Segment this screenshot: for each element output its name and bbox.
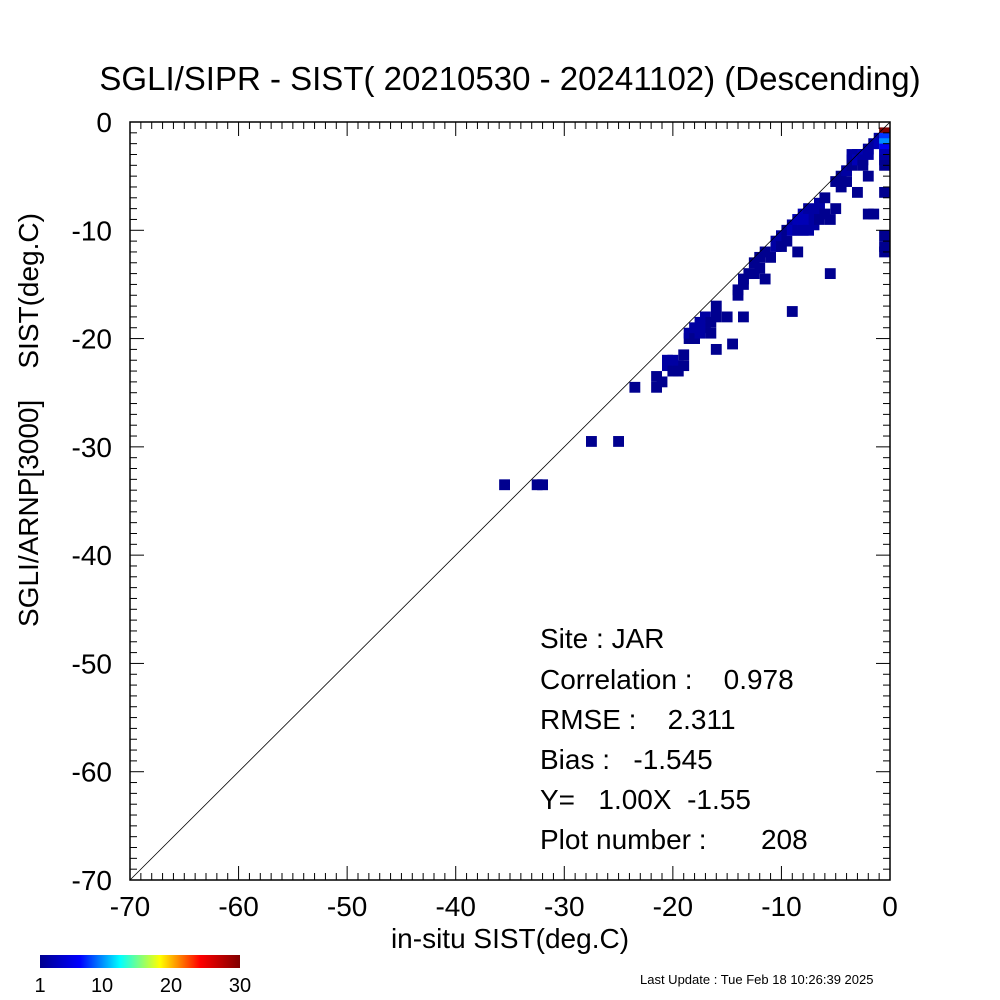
- density-cell: [754, 262, 766, 274]
- x-tick-labels: -70 -60 -50 -40 -30 -20 -10 0: [110, 891, 898, 922]
- x-tick-label: -10: [761, 891, 801, 922]
- density-cell: [819, 192, 831, 204]
- density-cell: [835, 181, 847, 193]
- colorbar-tick-label: 1: [34, 975, 45, 997]
- density-cell: [537, 479, 548, 491]
- x-tick-label: -50: [327, 891, 367, 922]
- density-cell: [683, 327, 695, 339]
- stat-rmse: RMSE : 2.311: [540, 704, 736, 735]
- density-cell: [830, 203, 842, 215]
- colorbar-gradient: [40, 955, 240, 968]
- density-cell: [759, 246, 771, 258]
- x-tick-label: 0: [882, 891, 898, 922]
- y-axis-label: SGLI/ARNP[3000] SIST(deg.C): [13, 213, 44, 627]
- density-cell: [792, 224, 804, 236]
- density-cell: [819, 208, 831, 220]
- y-tick-label: -10: [72, 215, 112, 246]
- y-tick-label: -30: [72, 432, 112, 463]
- density-cell: [835, 170, 847, 182]
- x-tick-label: -40: [435, 891, 475, 922]
- density-cell: [748, 257, 760, 269]
- stat-bias: Bias : -1.545: [540, 744, 713, 775]
- x-tick-label: -60: [218, 891, 258, 922]
- density-cell: [814, 214, 825, 225]
- colorbar-tick-labels: 1 10 20 30: [34, 975, 251, 997]
- colorbar-tick-label: 30: [229, 975, 251, 997]
- y-tick-label: -40: [72, 540, 112, 571]
- density-cell: [710, 311, 722, 323]
- density-cell: [792, 214, 804, 225]
- density-cell: [868, 138, 880, 150]
- x-tick-label: -20: [653, 891, 693, 922]
- density-cell: [868, 208, 880, 220]
- density-cell: [678, 360, 690, 372]
- x-axis-label: in-situ SIST(deg.C): [391, 923, 629, 954]
- density-cell: [765, 251, 776, 263]
- axis-ticks: [129, 121, 891, 881]
- y-tick-labels: -70 -60 -50 -40 -30 -20 -10 0: [72, 107, 112, 896]
- density-cell: [786, 224, 798, 236]
- density-cell: [710, 343, 722, 355]
- density-cell: [705, 327, 717, 339]
- density-cell: [857, 159, 869, 171]
- density-cell: [841, 165, 852, 177]
- density-cell: [656, 376, 668, 388]
- density-cell: [879, 186, 890, 198]
- density-cell: [727, 338, 738, 350]
- density-cell: [629, 381, 641, 393]
- stats-box: Site : JAR Correlation : 0.978 RMSE : 2.…: [540, 623, 808, 855]
- density-cell: [862, 208, 874, 220]
- x-tick-label: -70: [110, 891, 150, 922]
- colorbar-tick-label: 20: [160, 975, 182, 997]
- density-cell: [748, 268, 760, 280]
- colorbar-tick-label: 10: [91, 975, 113, 997]
- colorbar: 1 10 20 30: [34, 955, 251, 997]
- density-cell: [531, 479, 543, 491]
- y-tick-label: -70: [72, 865, 112, 896]
- density-cell: [797, 208, 809, 220]
- density-cell: [841, 176, 852, 187]
- density-cell: [721, 311, 733, 323]
- one-to-one-line: [129, 121, 891, 881]
- density-cell: [754, 251, 766, 263]
- density-cell: [879, 230, 890, 242]
- stat-site: Site : JAR: [540, 623, 664, 654]
- density-cell: [586, 436, 597, 447]
- density-cell: [824, 268, 836, 280]
- last-update-text: Last Update : Tue Feb 18 10:26:39 2025: [640, 972, 873, 987]
- y-tick-label: 0: [96, 107, 112, 138]
- density-cell: [862, 149, 874, 160]
- chart-title: SGLI/SIPR - SIST( 20210530 - 20241102) (…: [99, 60, 920, 97]
- density-cell: [786, 306, 798, 317]
- y-tick-label: -60: [72, 757, 112, 788]
- density-cell: [613, 436, 624, 447]
- stat-regression: Y= 1.00X -1.55: [540, 784, 751, 815]
- density-cell: [499, 479, 510, 491]
- density-cell: [830, 176, 842, 187]
- density-cell: [862, 170, 874, 182]
- x-tick-label: -30: [544, 891, 584, 922]
- y-tick-label: -20: [72, 324, 112, 355]
- density-cell: [797, 224, 809, 236]
- density-cell: [781, 235, 793, 247]
- density-cell: [678, 349, 690, 361]
- stat-plot-number: Plot number : 208: [540, 824, 808, 855]
- density-cell: [738, 311, 749, 323]
- density-cell: [672, 365, 684, 377]
- density-cell: [710, 300, 722, 312]
- density-cell: [824, 214, 836, 225]
- density-cell: [873, 138, 885, 150]
- stat-correlation: Correlation : 0.978: [540, 664, 794, 695]
- y-tick-label: -50: [72, 648, 112, 679]
- density-cell: [759, 273, 771, 285]
- density-cell: [852, 186, 863, 198]
- density-cell: [792, 246, 804, 258]
- density-cells: [499, 127, 890, 491]
